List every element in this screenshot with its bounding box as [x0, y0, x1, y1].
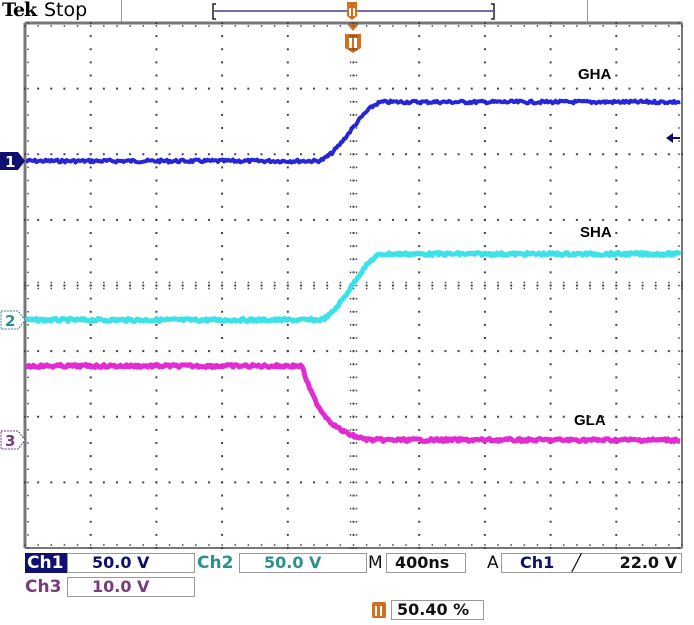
timebase-prefix: M: [368, 553, 383, 573]
ch1-label[interactable]: Ch1: [25, 553, 67, 573]
svg-text:1: 1: [5, 153, 15, 171]
trigger-mode-prefix: A: [487, 553, 499, 573]
ch1-ground-marker[interactable]: 1: [0, 152, 25, 171]
trigger-level: 22.0 V: [619, 553, 677, 572]
ch1-scale-readout[interactable]: 50.0 V: [67, 553, 195, 573]
waveform-ch1: [25, 98, 681, 165]
waveform-ch3: [25, 362, 681, 444]
header-divider: [587, 0, 588, 22]
waveform-ch2: [24, 250, 682, 324]
svg-text:2: 2: [5, 312, 15, 330]
ch2-scale-readout[interactable]: 50.0 V: [239, 553, 367, 573]
graticule: [23, 21, 683, 549]
svg-text:3: 3: [5, 432, 15, 450]
brand-logo: Tek: [2, 0, 37, 21]
waveform-label-gla: GLA: [574, 412, 606, 429]
trigger-level-arrow-icon[interactable]: [666, 133, 680, 143]
waveform-label-gha: GHA: [578, 66, 612, 83]
acquisition-state: Stop: [44, 0, 88, 21]
ch3-label[interactable]: Ch3: [25, 577, 62, 597]
trigger-position-small-icon: [372, 602, 386, 618]
ch3-scale-readout[interactable]: 10.0 V: [67, 577, 195, 597]
trigger-position-readout[interactable]: 50.40 %: [391, 600, 484, 620]
header-divider: [121, 0, 122, 22]
trigger-time-marker-icon[interactable]: [345, 24, 361, 53]
trigger-readout[interactable]: Ch1 ╱ 22.0 V: [501, 553, 682, 573]
trigger-position-icon[interactable]: [347, 2, 357, 20]
trigger-source: Ch1: [520, 553, 555, 572]
ch3-ground-marker[interactable]: 3: [0, 430, 26, 450]
ch2-ground-marker[interactable]: 2: [0, 310, 26, 330]
timebase-readout[interactable]: 400ns: [386, 553, 466, 573]
rising-edge-icon: ╱: [571, 553, 582, 572]
ch2-label[interactable]: Ch2: [197, 553, 234, 573]
waveform-label-sha: SHA: [580, 224, 612, 241]
